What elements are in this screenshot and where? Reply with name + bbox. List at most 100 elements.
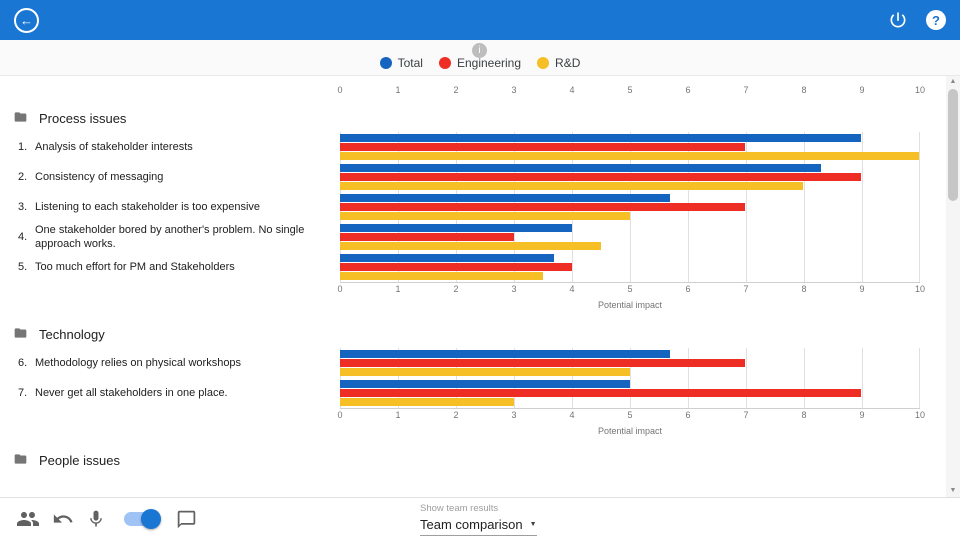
item-text: Too much effort for PM and Stakeholders: [35, 260, 235, 273]
bar-total: [340, 350, 671, 358]
axis-tick-label: 3: [511, 410, 517, 420]
vertical-scrollbar[interactable]: ▲ ▼: [946, 76, 960, 497]
engineering-color-dot: [438, 56, 451, 69]
axis-tick-label: 7: [743, 410, 749, 420]
bar-rd: [340, 242, 601, 250]
legend-item-rd[interactable]: R&D: [537, 56, 580, 70]
power-button[interactable]: [888, 10, 908, 30]
axis-tick-label: 9: [859, 284, 865, 294]
item-label: 3. Listening to each stakeholder is too e…: [0, 192, 340, 222]
axis-tick-label: 5: [627, 284, 633, 294]
bar-rd: [340, 398, 514, 406]
chart-row: 5. Too much effort for PM and Stakeholder…: [0, 252, 946, 282]
bottom-toolbar: [16, 498, 197, 540]
item-label: 5. Too much effort for PM and Stakeholder…: [0, 252, 340, 282]
item-number: 7.: [18, 386, 28, 399]
chevron-down-icon: ▼: [529, 521, 537, 528]
axis-tick-label: 5: [627, 85, 633, 95]
axis-tick-label: 2: [453, 410, 459, 420]
bar-group: [340, 192, 920, 222]
axis-tick-label: 10: [914, 410, 926, 420]
axis-tick-label: 4: [569, 85, 575, 95]
section-header[interactable]: Technology: [12, 326, 946, 342]
axis-tick-label: 8: [801, 284, 807, 294]
bar-rd: [340, 212, 630, 220]
section-header[interactable]: Process issues: [12, 110, 946, 126]
scrollbar-thumb[interactable]: [948, 89, 958, 201]
show-team-results-label: Show team results: [420, 503, 499, 514]
axis-tick-label: 1: [395, 85, 401, 95]
item-text: Never get all stakeholders in one place.: [35, 386, 228, 399]
help-button[interactable]: ?: [926, 10, 946, 30]
axis-tick-label: 6: [685, 284, 691, 294]
folder-icon: [12, 110, 29, 127]
item-number: 6.: [18, 356, 28, 369]
axis-tick-label: 7: [743, 284, 749, 294]
team-comparison-dropdown[interactable]: Team comparison ▼: [420, 517, 537, 536]
item-text: Methodology relies on physical workshops: [35, 356, 242, 369]
bar-rd: [340, 152, 919, 160]
bar-total: [340, 380, 630, 388]
x-axis-label: Potential impact: [597, 426, 663, 436]
axis-tick-label: 9: [859, 410, 865, 420]
bar-engineering: [340, 173, 862, 181]
chart-row: 3. Listening to each stakeholder is too e…: [0, 192, 946, 222]
microphone-icon: [90, 510, 102, 527]
axis-ticks: 0 1 2 3 4 5 6 7 8 9 10: [337, 282, 925, 298]
comments-button[interactable]: [176, 509, 197, 530]
item-number: 5.: [18, 260, 28, 273]
axis-ticks: 0 1 2 3 4 5 6 7 8 9 10: [337, 84, 925, 96]
scroll-up-icon[interactable]: ▲: [949, 78, 957, 85]
axis-tick-label: 3: [511, 284, 517, 294]
axis-tick-label: 0: [337, 85, 343, 95]
chart-row: 2. Consistency of messaging: [0, 162, 946, 192]
axis-tick-label: 7: [743, 85, 749, 95]
chart-row: 7. Never get all stakeholders in one plac…: [0, 378, 946, 408]
axis-tick-label: 10: [914, 284, 926, 294]
people-icon: [17, 512, 39, 526]
chat-bubble-icon: [177, 510, 196, 528]
results-toggle[interactable]: [124, 509, 161, 529]
item-label: 7. Never get all stakeholders in one plac…: [0, 378, 340, 408]
scroll-down-icon[interactable]: ▼: [949, 487, 957, 494]
bar-rd: [340, 368, 630, 376]
axis-tick-label: 3: [511, 85, 517, 95]
question-mark-icon: ?: [932, 12, 940, 28]
power-icon: [890, 12, 906, 28]
participants-button[interactable]: [16, 507, 40, 531]
chart-section: People issues: [0, 452, 946, 468]
bar-engineering: [340, 143, 746, 151]
bottom-bar: Show team results Team comparison ▼: [0, 497, 960, 540]
axis-tick-label: 8: [801, 85, 807, 95]
legend-item-engineering[interactable]: Engineering: [438, 56, 521, 70]
microphone-button[interactable]: [86, 509, 106, 529]
axis-tick-label: 0: [337, 410, 343, 420]
bar-total: [340, 254, 555, 262]
item-label: 1. Analysis of stakeholder interests: [0, 132, 340, 162]
item-label: 4. One stakeholder bored by another's pro…: [0, 222, 340, 252]
axis-tick-label: 1: [395, 284, 401, 294]
item-label: 6. Methodology relies on physical worksho…: [0, 348, 340, 378]
undo-button[interactable]: [52, 508, 74, 530]
bar-engineering: [340, 203, 746, 211]
axis-tick-label: 6: [685, 410, 691, 420]
bar-engineering: [340, 389, 862, 397]
axis-tick-label: 8: [801, 410, 807, 420]
chart-row: 4. One stakeholder bored by another's pro…: [0, 222, 946, 252]
axis-tick-label: 0: [337, 284, 343, 294]
bar-group: [340, 252, 920, 282]
section-title: People issues: [39, 452, 120, 468]
legend-item-total[interactable]: Total: [379, 56, 423, 70]
item-text: Listening to each stakeholder is too exp…: [35, 200, 261, 213]
chart-section: Process issues 1. Analysis of stakeholder …: [0, 110, 946, 312]
axis-ticks: 0 1 2 3 4 5 6 7 8 9 10: [337, 408, 925, 424]
toggle-knob: [141, 509, 161, 529]
x-axis-label: Potential impact: [597, 300, 663, 310]
bar-total: [340, 224, 572, 232]
rd-color-dot: [537, 56, 550, 69]
bar-group: [340, 162, 920, 192]
section-header[interactable]: People issues: [12, 452, 946, 468]
axis-tick-label: 5: [627, 410, 633, 420]
info-icon[interactable]: i: [472, 43, 487, 58]
back-button[interactable]: ←: [14, 7, 39, 33]
